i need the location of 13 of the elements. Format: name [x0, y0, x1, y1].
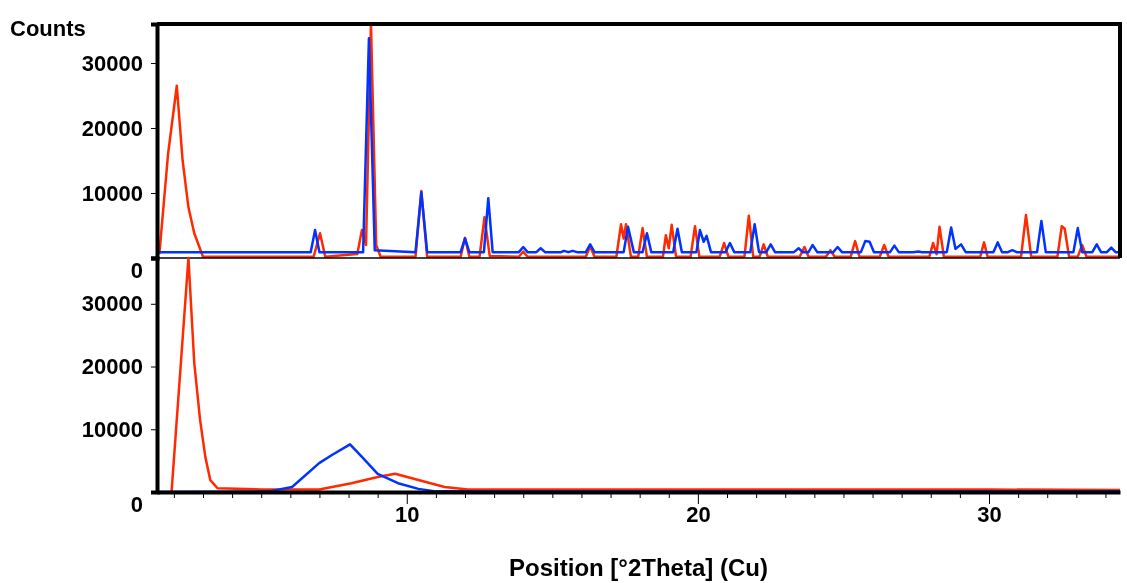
y-axis-title: Counts	[10, 16, 86, 41]
y-tick-label: 30000	[81, 50, 143, 76]
y-tick-label: 10000	[81, 416, 143, 442]
y-tick-label: 30000	[81, 291, 143, 317]
y-tick-label: 10000	[81, 180, 143, 206]
y-tick-label: 20000	[81, 354, 143, 380]
x-tick-label: 20	[686, 501, 711, 527]
x-axis-title: Position [°2Theta] (Cu)	[509, 554, 768, 581]
y-tick-label: 20000	[81, 115, 143, 141]
y-tick-label: 0	[130, 492, 143, 518]
x-tick-label: 10	[395, 501, 420, 527]
x-tick-label: 30	[977, 501, 1002, 527]
y-tick-label: 0	[130, 258, 143, 284]
